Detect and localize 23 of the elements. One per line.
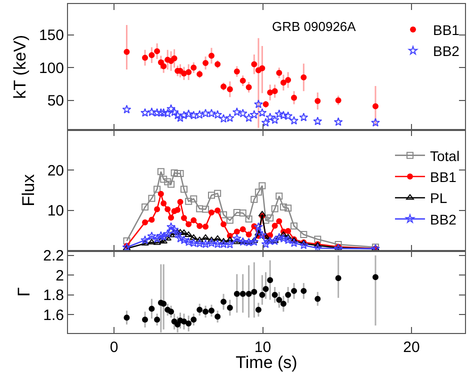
y-tick-label: 50 [47, 92, 64, 110]
y-tick-label: 1.8 [43, 287, 64, 304]
y-tick-label: 150 [38, 27, 64, 44]
y-axis-title: Flux [18, 174, 38, 206]
legend-label: PL [430, 190, 448, 206]
legend-label: BB2 [430, 211, 457, 228]
text: GRB 090926A [272, 19, 356, 34]
legend-label: BB1 [433, 22, 460, 38]
x-axis-title: Time (s) [236, 353, 298, 372]
x-tick-label: 20 [403, 339, 420, 356]
y-tick-label: 1.6 [43, 306, 64, 324]
y-axis-title: kT (keV) [10, 34, 30, 99]
x-tick-label: 0 [110, 339, 118, 356]
legend-label: BB1 [430, 168, 457, 185]
y-tick-label: 2 [56, 267, 64, 284]
y-tick-label: 10 [47, 202, 64, 220]
y-tick-label: 20 [47, 162, 64, 180]
x-tick-label: 10 [254, 339, 272, 356]
legend-label: Total [430, 148, 460, 164]
legend-label: BB2 [433, 43, 460, 60]
y-tick-label: 100 [38, 60, 64, 77]
y-tick-label: 2.2 [43, 248, 64, 265]
y-axis-title: Γ [14, 287, 34, 297]
